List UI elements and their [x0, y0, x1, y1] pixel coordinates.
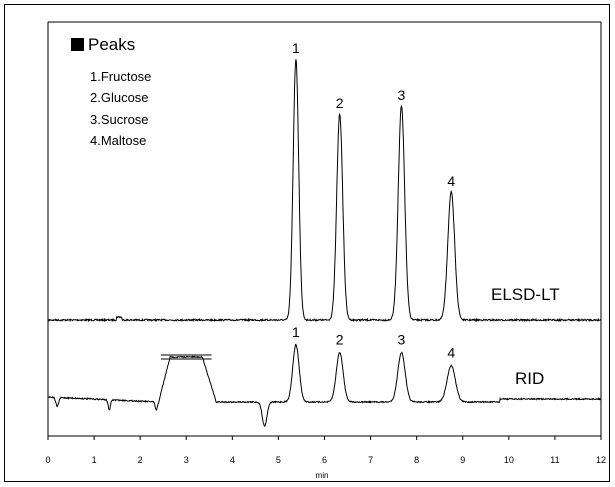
x-tick-label: 5: [276, 455, 281, 465]
x-tick-label: 3: [184, 455, 189, 465]
peak-label-elsd: 3: [398, 87, 406, 103]
x-tick-label: 12: [596, 455, 606, 465]
peak-label-rid: 3: [398, 332, 406, 348]
axes: 0 1 2 3 4 5 6 7 8 9 10 11 12: [45, 21, 606, 465]
peak-label-rid: 4: [447, 345, 455, 361]
x-tick-label: 10: [504, 455, 514, 465]
x-tick-label: 7: [368, 455, 373, 465]
legend-item-4: 4.Maltose: [90, 133, 146, 148]
x-tick-label: 6: [322, 455, 327, 465]
x-tick-label: 0: [45, 455, 50, 465]
peak-label-elsd: 1: [292, 40, 300, 56]
labels: 1 2 3 4 1 2 3 4: [292, 40, 455, 361]
legend-item-2: 2.Glucose: [90, 90, 149, 105]
legend-marker: [71, 38, 84, 51]
legend-title: Peaks: [88, 35, 135, 54]
x-tick-label: 2: [138, 455, 143, 465]
series-label-rid: RID: [515, 369, 544, 388]
trace-rid: [47, 343, 602, 427]
x-axis-title: min: [316, 471, 329, 480]
trace-elsd-lt: [47, 59, 602, 323]
x-tick-label: 4: [230, 455, 235, 465]
x-tick-label: 11: [550, 455, 559, 465]
peak-label-rid: 2: [336, 332, 344, 348]
x-tick-label: 9: [460, 455, 465, 465]
peak-label-elsd: 4: [447, 173, 455, 189]
x-tick-label: 8: [414, 455, 419, 465]
series-label-elsd: ELSD-LT: [491, 285, 560, 304]
legend: Peaks 1.Fructose 2.Glucose 3.Sucrose 4.M…: [71, 35, 151, 148]
peak-label-elsd: 2: [336, 95, 344, 111]
figure-frame: [4, 4, 610, 482]
x-tick-label: 1: [92, 455, 97, 465]
peak-label-rid: 1: [292, 324, 300, 340]
legend-item-3: 3.Sucrose: [90, 112, 149, 127]
traces: [47, 59, 602, 427]
legend-item-1: 1.Fructose: [90, 69, 151, 84]
